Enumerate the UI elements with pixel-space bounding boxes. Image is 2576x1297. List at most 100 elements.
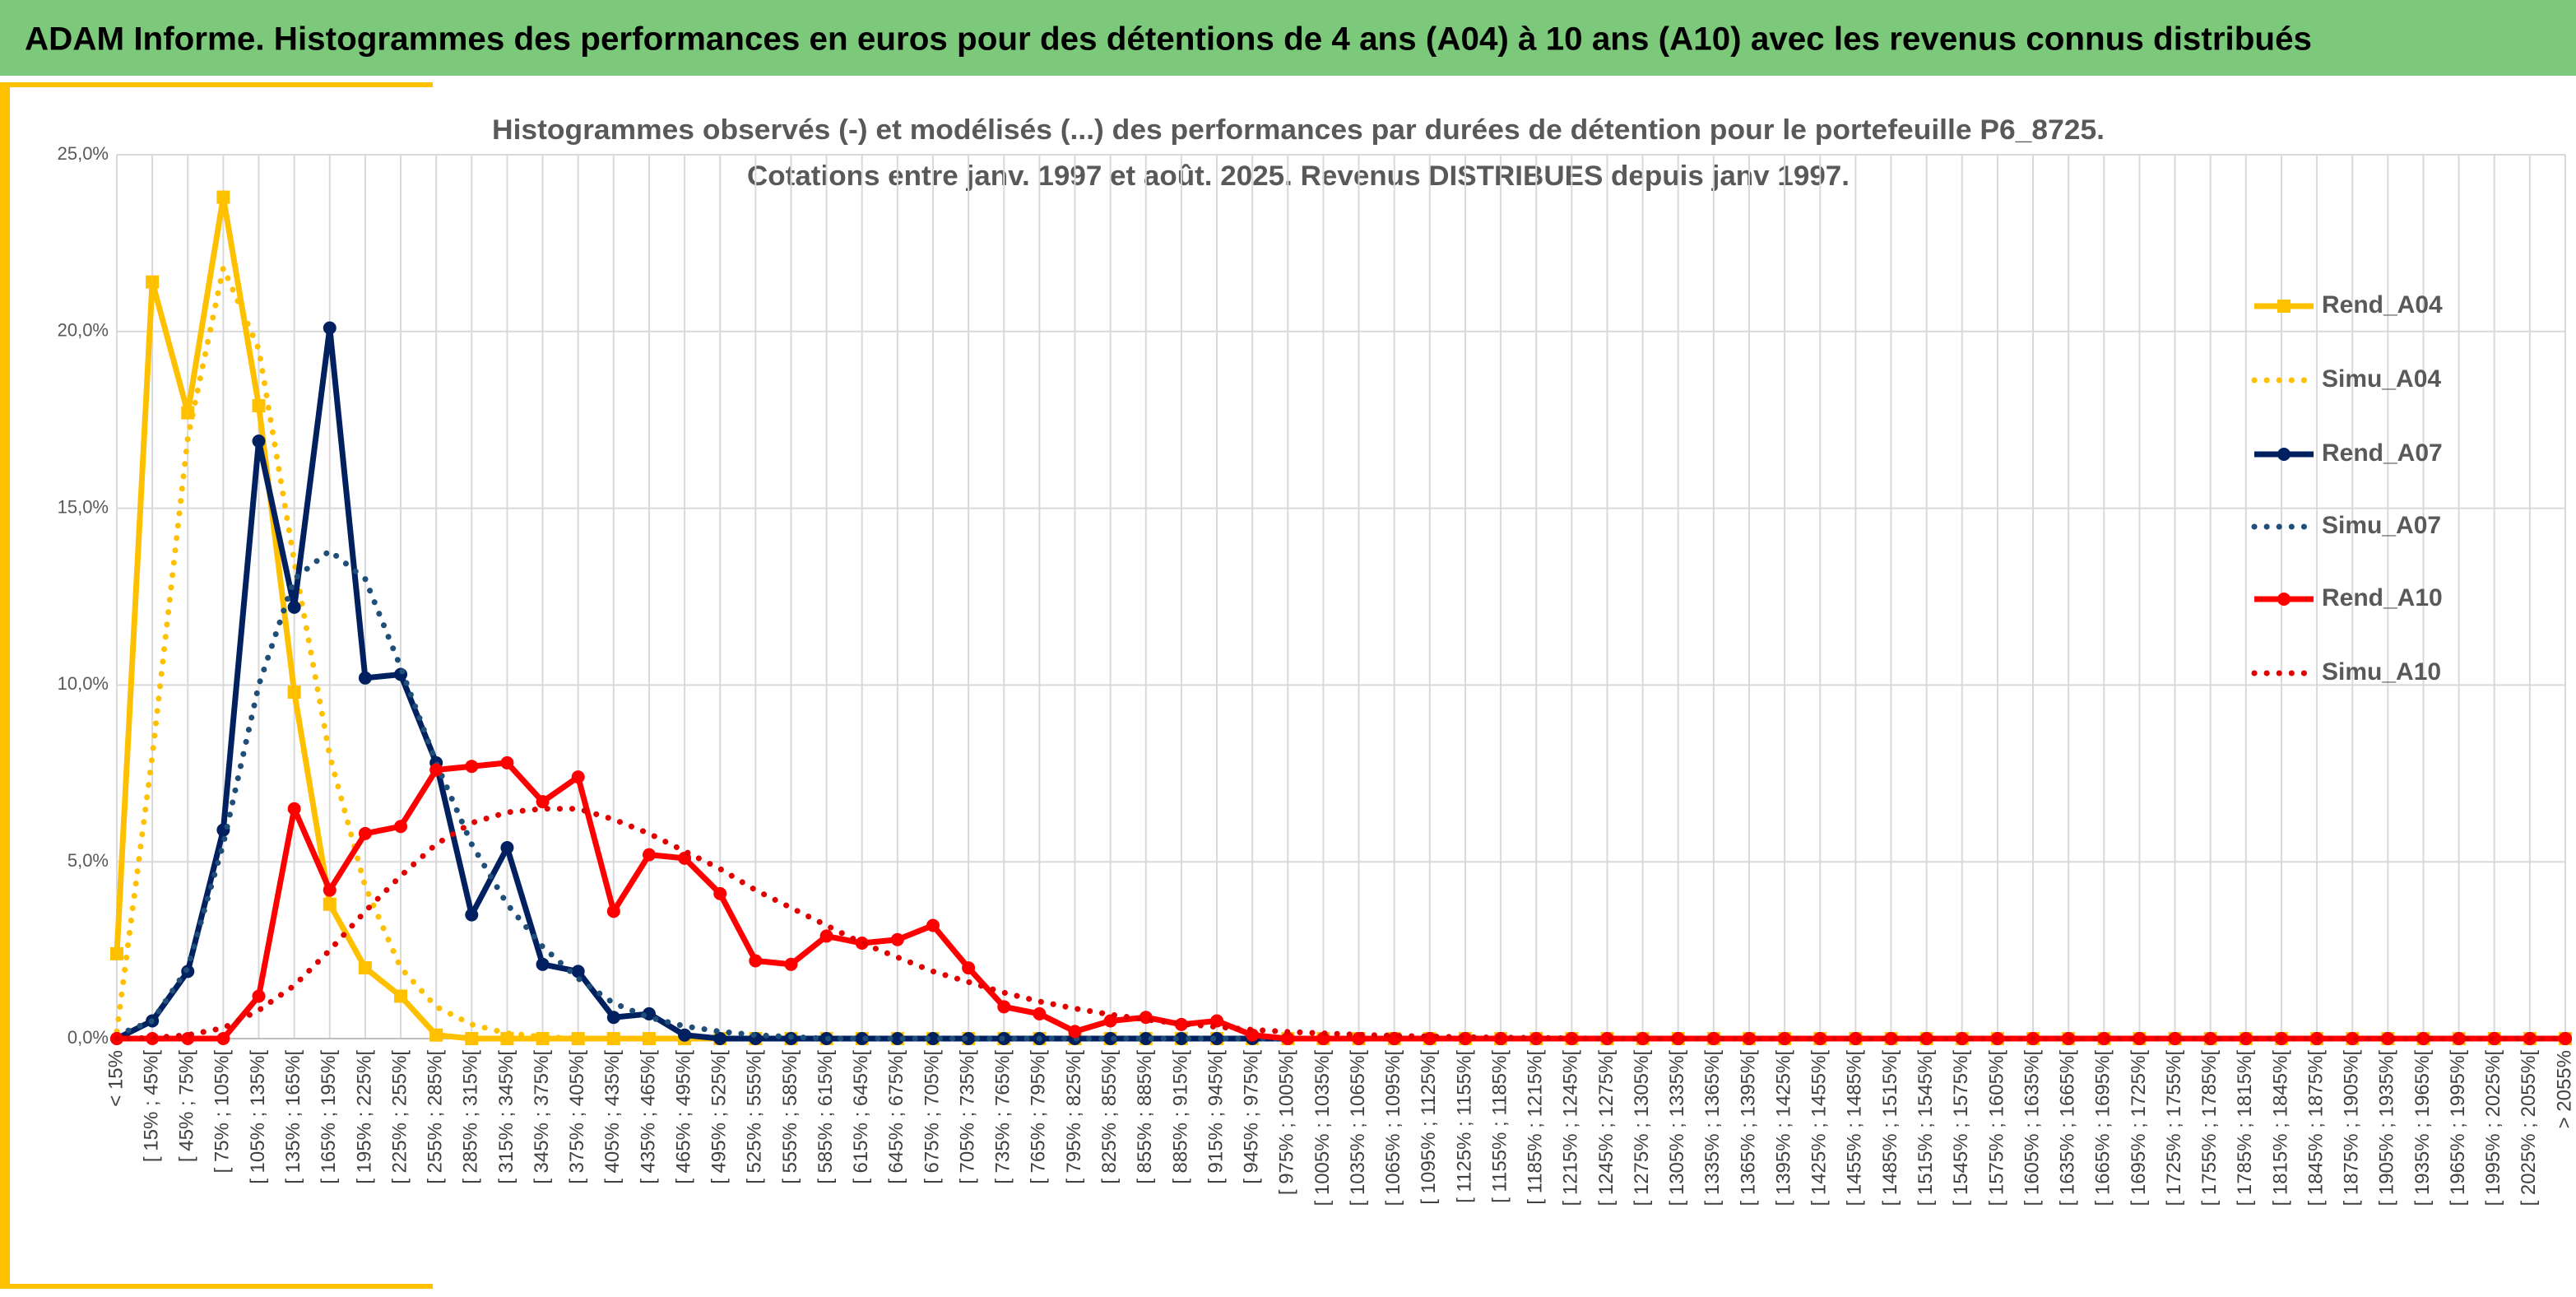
- x-tick-label: [ 1515% ; 1545%[: [1915, 1050, 1937, 1206]
- y-tick-label: 25,0%: [58, 143, 109, 164]
- point: [465, 760, 479, 774]
- x-tick-label: [ 885% ; 915%[: [1169, 1050, 1191, 1184]
- x-tick-label: [ 135% ; 165%[: [282, 1050, 304, 1184]
- x-tick-label: [ 1155% ; 1185%[: [1488, 1050, 1511, 1203]
- point: [571, 1032, 585, 1045]
- point: [252, 434, 266, 448]
- x-tick-label: [ 15% ; 45%[: [140, 1050, 162, 1162]
- x-tick-label: [ 525% ; 555%[: [744, 1050, 766, 1184]
- x-tick-label: [ 1245% ; 1275%[: [1595, 1050, 1618, 1206]
- x-tick-label: [ 675% ; 705%[: [921, 1050, 943, 1184]
- legend: [2226, 263, 2514, 708]
- chart-title: Histogrammes observés (-) et modélisés (…: [492, 114, 2105, 146]
- x-tick-label: [ 1875% ; 1905%[: [2341, 1050, 2363, 1206]
- point: [890, 932, 904, 946]
- point: [1884, 1032, 1898, 1045]
- point: [358, 961, 372, 975]
- x-tick-label: [ 1485% ; 1515%[: [1879, 1050, 1901, 1206]
- point: [571, 770, 585, 784]
- point: [2133, 1032, 2147, 1045]
- x-tick-label: [ 1605% ; 1635%[: [2021, 1050, 2043, 1206]
- x-tick-label: [ 345% ; 375%[: [531, 1050, 553, 1184]
- x-tick-label: [ 735% ; 765%[: [992, 1050, 1014, 1184]
- point: [2346, 1032, 2360, 1045]
- y-tick-label: 20,0%: [58, 320, 109, 341]
- point: [110, 946, 123, 960]
- point: [358, 671, 372, 685]
- point: [500, 841, 514, 855]
- series-line: [114, 264, 2569, 1042]
- x-tick-label: [ 465% ; 495%[: [672, 1050, 694, 1184]
- x-tick-label: [ 1575% ; 1605%[: [1985, 1050, 2007, 1206]
- point: [784, 957, 798, 971]
- legend-marker: [2277, 448, 2291, 461]
- frame-top: [0, 82, 433, 87]
- y-tick-label: 0,0%: [67, 1027, 109, 1048]
- point: [252, 989, 266, 1003]
- point: [890, 1032, 904, 1045]
- point: [1174, 1032, 1188, 1045]
- point: [500, 755, 514, 769]
- x-tick-label: [ 75% ; 105%[: [211, 1050, 234, 1174]
- point: [465, 908, 479, 922]
- point: [962, 1032, 976, 1045]
- point: [429, 1028, 443, 1042]
- chart-subtitle: Cotations entre janv. 1997 et août. 2025…: [747, 160, 1850, 192]
- x-tick-label: [ 645% ; 675%[: [885, 1050, 907, 1184]
- point: [1706, 1032, 1720, 1045]
- series-line: [115, 325, 2565, 1042]
- y-tick-label: 15,0%: [58, 496, 109, 517]
- point: [358, 826, 372, 840]
- x-tick-label: [ 1635% ; 1665%[: [2057, 1050, 2079, 1206]
- point: [323, 321, 337, 335]
- point: [926, 1032, 940, 1045]
- point: [819, 929, 833, 943]
- x-tick-label: [ 555% ; 585%[: [779, 1050, 801, 1184]
- x-tick-label: [ 1785% ; 1815%[: [2234, 1050, 2256, 1206]
- point: [2452, 1032, 2466, 1045]
- point: [2381, 1032, 2395, 1045]
- point: [1849, 1032, 1863, 1045]
- x-tick-label: [ 1395% ; 1425%[: [1772, 1050, 1794, 1206]
- x-tick-label: [ 195% ; 225%[: [353, 1050, 375, 1184]
- x-tick-label: [ 1545% ; 1575%[: [1950, 1050, 1972, 1206]
- point: [2416, 1032, 2430, 1045]
- x-tick-label: [ 1065% ; 1095%[: [1382, 1050, 1404, 1206]
- x-tick-label: [ 915% ; 945%[: [1204, 1050, 1227, 1184]
- point: [2097, 1032, 2111, 1045]
- x-tick-label: [ 1095% ; 1125%[: [1418, 1050, 1440, 1205]
- point: [749, 954, 763, 968]
- x-tick-label: [ 105% ; 135%[: [247, 1050, 269, 1184]
- x-tick-label: [ 825% ; 855%[: [1098, 1050, 1121, 1184]
- point: [926, 918, 940, 932]
- x-tick-label: [ 585% ; 615%[: [815, 1050, 837, 1184]
- point: [1671, 1032, 1685, 1045]
- x-tick-label: [ 795% ; 825%[: [1063, 1050, 1085, 1184]
- x-tick-label: [ 765% ; 795%[: [1028, 1050, 1050, 1184]
- x-tick-label: < 15%: [104, 1050, 127, 1107]
- x-tick-label: [ 1005% ; 1035%[: [1311, 1050, 1334, 1206]
- point: [642, 1032, 656, 1045]
- legend-label: Rend_A04: [2322, 291, 2443, 318]
- x-tick-label: > 2055%: [2553, 1050, 2575, 1128]
- point: [2168, 1032, 2182, 1045]
- x-tick-label: [ 375% ; 405%[: [566, 1050, 588, 1184]
- point: [606, 1011, 620, 1025]
- point: [216, 190, 230, 204]
- point: [1139, 1032, 1153, 1045]
- header-bar: [0, 0, 2576, 76]
- x-tick-label: [ 1275% ; 1305%[: [1631, 1050, 1653, 1206]
- x-tick-label: [ 435% ; 465%[: [637, 1050, 659, 1184]
- x-tick-label: [ 1995% ; 2025%[: [2482, 1050, 2504, 1206]
- x-tick-label: [ 1425% ; 1455%[: [1808, 1050, 1831, 1206]
- point: [2559, 1032, 2572, 1045]
- point: [287, 685, 301, 699]
- x-tick-label: [ 1755% ; 1785%[: [2198, 1050, 2221, 1206]
- legend-label: Rend_A10: [2322, 584, 2443, 611]
- x-tick-label: [ 45% ; 75%[: [176, 1050, 198, 1162]
- x-tick-label: [ 945% ; 975%[: [1241, 1050, 1263, 1184]
- x-tick-label: [ 1815% ; 1845%[: [2269, 1050, 2291, 1206]
- point: [2203, 1032, 2217, 1045]
